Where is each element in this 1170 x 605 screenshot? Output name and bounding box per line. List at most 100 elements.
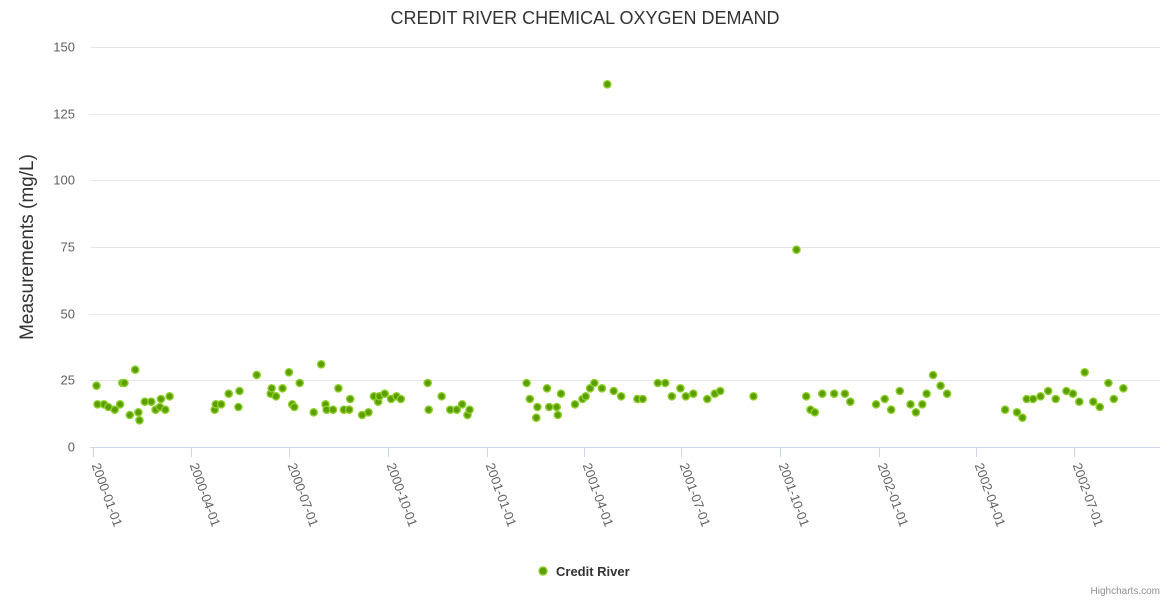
data-point[interactable] — [224, 389, 233, 399]
data-point[interactable] — [542, 383, 552, 393]
data-point[interactable] — [792, 245, 801, 254]
data-point[interactable] — [922, 389, 931, 399]
data-point[interactable] — [130, 365, 140, 375]
data-point[interactable] — [616, 391, 626, 401]
data-point[interactable] — [92, 381, 101, 391]
data-point[interactable] — [1051, 394, 1060, 404]
data-point[interactable] — [597, 383, 607, 393]
data-point[interactable] — [1095, 402, 1105, 412]
data-point[interactable] — [1068, 389, 1078, 399]
data-point[interactable] — [165, 391, 174, 401]
data-point[interactable] — [533, 402, 542, 412]
data-point[interactable] — [1000, 405, 1010, 415]
data-point[interactable] — [1089, 397, 1098, 407]
data-point[interactable] — [234, 402, 243, 412]
data-point[interactable] — [653, 378, 663, 388]
data-point[interactable] — [344, 405, 354, 415]
data-point[interactable] — [681, 391, 691, 401]
data-point[interactable] — [267, 383, 277, 393]
data-point[interactable] — [423, 378, 433, 388]
data-point[interactable] — [871, 399, 881, 409]
data-point[interactable] — [1104, 378, 1113, 388]
data-point[interactable] — [1080, 367, 1089, 377]
data-point[interactable] — [110, 405, 119, 415]
data-point[interactable] — [452, 405, 462, 415]
data-point[interactable] — [424, 405, 434, 415]
data-point[interactable] — [295, 378, 305, 388]
data-point[interactable] — [134, 407, 143, 417]
legend[interactable]: Credit River — [538, 564, 630, 579]
data-point[interactable] — [886, 405, 896, 415]
data-point[interactable] — [380, 389, 390, 399]
data-point[interactable] — [278, 383, 287, 393]
data-point[interactable] — [522, 378, 531, 388]
data-point[interactable] — [715, 386, 725, 396]
credits-link[interactable]: Highcharts.com — [1091, 586, 1160, 597]
data-point[interactable] — [918, 399, 927, 409]
data-point[interactable] — [345, 394, 355, 404]
data-point[interactable] — [125, 410, 135, 420]
data-point[interactable] — [1012, 407, 1022, 417]
data-point[interactable] — [271, 391, 281, 401]
data-point[interactable] — [818, 389, 827, 399]
data-point[interactable] — [465, 405, 474, 415]
data-point[interactable] — [553, 410, 563, 420]
data-point[interactable] — [936, 381, 945, 391]
data-point[interactable] — [676, 383, 685, 393]
data-point[interactable] — [928, 370, 938, 380]
data-point[interactable] — [638, 394, 648, 404]
data-point[interactable] — [880, 394, 890, 404]
data-point[interactable] — [585, 383, 595, 393]
data-point[interactable] — [703, 394, 712, 404]
data-point[interactable] — [235, 386, 244, 396]
data-point[interactable] — [532, 413, 541, 423]
data-point[interactable] — [396, 394, 406, 404]
data-point[interactable] — [840, 389, 850, 399]
data-point[interactable] — [911, 407, 921, 417]
data-point[interactable] — [603, 80, 612, 89]
data-point[interactable] — [749, 391, 758, 401]
data-point[interactable] — [942, 389, 952, 399]
data-point[interactable] — [552, 402, 562, 412]
data-point[interactable] — [590, 378, 599, 388]
data-point[interactable] — [120, 378, 129, 388]
data-point[interactable] — [581, 391, 591, 401]
data-point[interactable] — [570, 399, 580, 409]
data-point[interactable] — [135, 415, 144, 425]
data-point[interactable] — [1028, 394, 1038, 404]
data-point[interactable] — [1018, 413, 1027, 423]
data-point[interactable] — [216, 399, 226, 409]
data-point[interactable] — [1075, 397, 1084, 407]
data-point[interactable] — [160, 405, 170, 415]
data-point[interactable] — [1119, 383, 1128, 393]
data-point[interactable] — [667, 391, 677, 401]
data-point[interactable] — [334, 383, 343, 393]
data-point[interactable] — [284, 367, 294, 377]
data-point[interactable] — [316, 359, 326, 369]
data-point[interactable] — [309, 407, 319, 417]
data-point[interactable] — [457, 399, 467, 409]
data-point[interactable] — [146, 397, 156, 407]
data-point[interactable] — [115, 399, 125, 409]
data-point[interactable] — [810, 407, 820, 417]
data-point[interactable] — [525, 394, 535, 404]
data-point[interactable] — [609, 386, 619, 396]
data-point[interactable] — [252, 370, 262, 380]
data-point[interactable] — [364, 407, 373, 417]
data-point[interactable] — [829, 389, 839, 399]
data-point[interactable] — [895, 386, 905, 396]
data-point[interactable] — [1036, 391, 1045, 401]
data-point[interactable] — [906, 399, 915, 409]
data-point[interactable] — [289, 402, 299, 412]
data-point[interactable] — [1109, 394, 1119, 404]
data-point[interactable] — [1043, 386, 1053, 396]
data-point[interactable] — [846, 397, 855, 407]
data-point[interactable] — [437, 391, 446, 401]
data-point[interactable] — [801, 391, 811, 401]
data-point[interactable] — [661, 378, 670, 388]
data-point[interactable] — [689, 389, 698, 399]
data-point[interactable] — [328, 405, 338, 415]
data-point[interactable] — [156, 394, 166, 404]
data-point[interactable] — [544, 402, 554, 412]
data-point[interactable] — [556, 389, 566, 399]
